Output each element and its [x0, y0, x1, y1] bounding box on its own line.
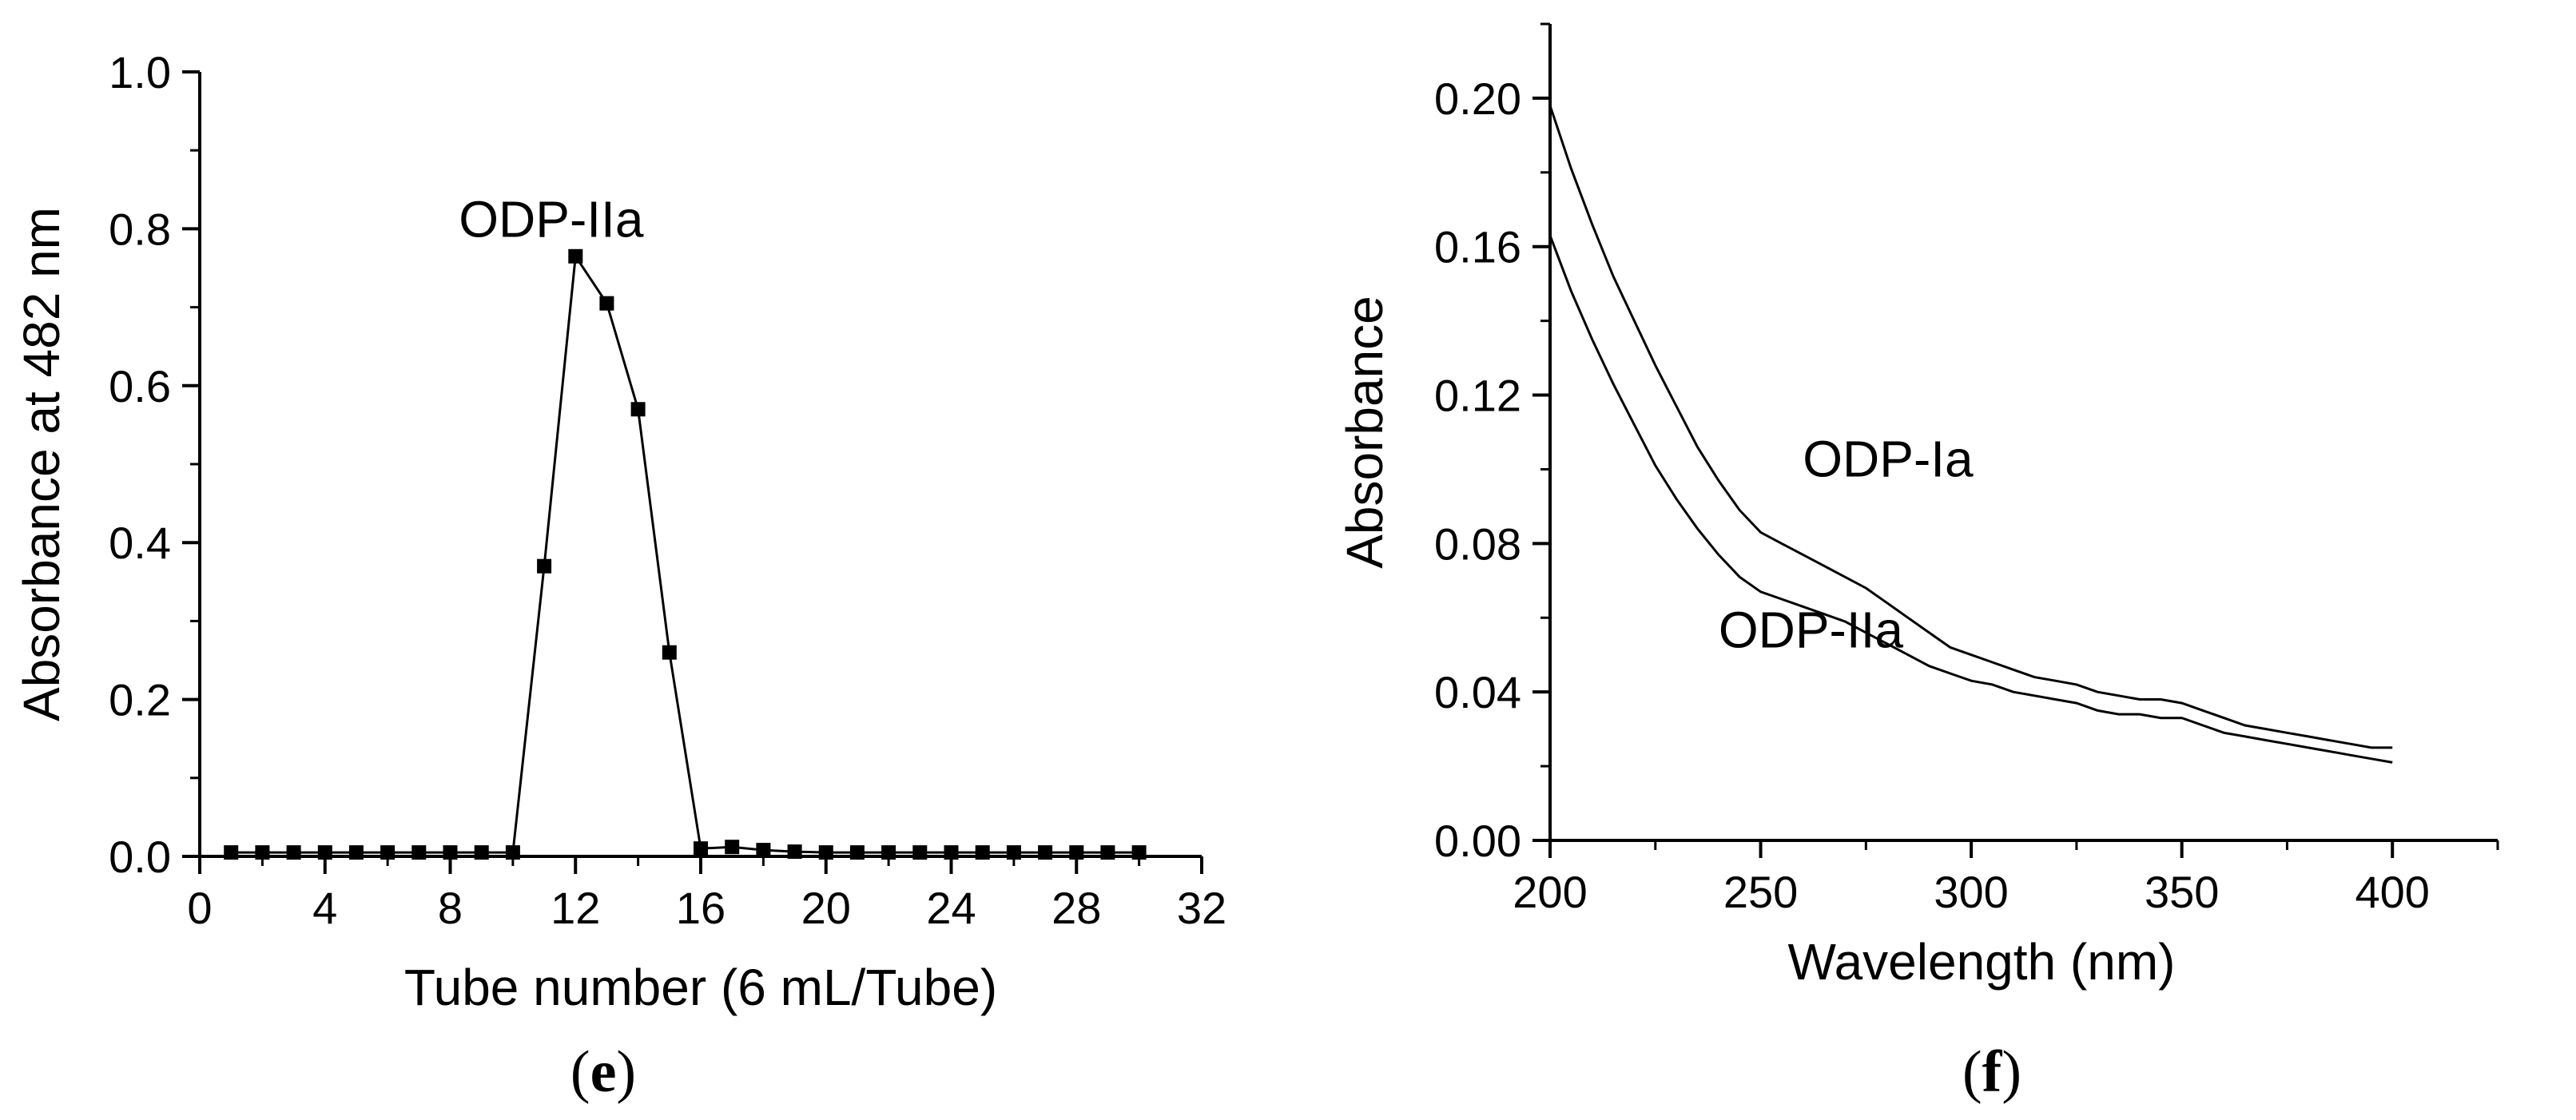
- chart-f-series-line-0: [1548, 105, 2393, 749]
- chart-f-panel-label: (f): [1962, 1039, 2021, 1105]
- chart-e-y-tick-label: 0.8: [109, 204, 171, 254]
- chart-f-y-tick-label: 0.08: [1434, 518, 1521, 569]
- chart-e-data-point: [411, 845, 427, 860]
- chart-e-data-point: [505, 845, 520, 860]
- chart-e-peak-annotation: ODP-IIa: [459, 190, 644, 248]
- chart-f-y-tick-label: 0.04: [1434, 667, 1521, 717]
- chart-f-series-line-1: [1548, 235, 2393, 764]
- chart-e-data-point: [537, 558, 552, 574]
- chart-e-panel-label: (e): [570, 1039, 636, 1105]
- chart-e-data-point: [224, 845, 239, 860]
- chart-e-x-tick-label: 0: [187, 883, 212, 933]
- chart-e-data-point: [443, 845, 458, 860]
- chart-e-data-point: [568, 248, 583, 264]
- chart-e-data-point: [1100, 845, 1115, 860]
- chart-f-y-tick-label: 0.00: [1434, 816, 1521, 866]
- chart-f-x-tick-label: 350: [2145, 867, 2219, 917]
- chart-e-data-point: [975, 845, 990, 860]
- chart-e-y-tick-label: 0.0: [109, 832, 171, 882]
- chart-e-x-tick-label: 16: [676, 883, 725, 933]
- chart-e-data-point: [725, 840, 740, 855]
- chart-e-x-axis-title: Tube number (6 mL/Tube): [404, 959, 997, 1016]
- chart-e-data-point: [849, 845, 865, 860]
- chart-f-y-axis-title: Absorbance: [1336, 296, 1393, 569]
- chart-f-ticks: 200 250 300 350 400 0.00 0.04 0.08 0.12 0.16 0.20: [1434, 22, 2499, 917]
- chart-e-ticks: 0 4 8 12 16 20 24 28 32 0.0 0.2 0.4 0.6 0.8 1.0: [109, 47, 1226, 933]
- chart-e-series-line: [231, 252, 1139, 854]
- chart-e-data-point: [756, 843, 771, 858]
- chart-e-data-point: [630, 402, 646, 417]
- chart-e-data-point: [380, 845, 396, 860]
- chart-e-data-point: [286, 845, 301, 860]
- chart-e-data-point: [1069, 845, 1084, 860]
- chart-panel-f: 200 250 300 350 4000.000.040.080.120.160.20 …: [1336, 22, 2499, 1105]
- chart-f-x-tick-label: 300: [1934, 867, 2008, 917]
- chart-e-data-point: [787, 844, 802, 860]
- chart-e-data-point: [255, 845, 270, 860]
- chart-e-data-point: [944, 845, 959, 860]
- chart-f-y-tick-label: 0.16: [1434, 222, 1521, 272]
- chart-e-y-tick-label: 0.2: [109, 675, 171, 725]
- chart-e-data-point: [1131, 845, 1147, 860]
- chart-f-axes: [1548, 24, 2498, 842]
- chart-e-data-point: [1006, 845, 1021, 860]
- chart-panel-e: 0 4 8 12 16 20 24 28 32 0.0 0.2 0.4 0.6 0.8 1.0 Tube n…: [13, 47, 1226, 1105]
- chart-e-y-tick-label: 1.0: [109, 47, 171, 97]
- chart-e-series: [224, 248, 1147, 860]
- chart-e-data-point: [881, 845, 896, 860]
- chart-f-x-tick-label: 200: [1513, 867, 1587, 917]
- chart-e-data-point: [1038, 845, 1053, 860]
- chart-e-data-point: [317, 845, 332, 860]
- chart-e-y-tick-label: 0.4: [109, 518, 171, 568]
- chart-f-x-tick-label: 250: [1723, 867, 1798, 917]
- chart-e-x-tick-label: 24: [926, 883, 976, 933]
- chart-e-data-point: [599, 296, 614, 311]
- chart-f-panel-letter: f: [1982, 1039, 2003, 1105]
- chart-f-x-axis-title: Wavelength (nm): [1788, 933, 2176, 991]
- chart-e-panel-letter: e: [590, 1039, 617, 1105]
- chart-e-x-tick-label: 20: [801, 883, 851, 933]
- chart-e-axes: [198, 72, 1202, 858]
- chart-e-data-point: [694, 841, 708, 856]
- chart-e-x-tick-label: 32: [1177, 883, 1226, 933]
- chart-f-y-tick-label: 0.20: [1434, 73, 1521, 124]
- chart-e-data-point: [662, 645, 677, 660]
- chart-f-series: [1548, 105, 2393, 764]
- chart-e-data-point: [474, 845, 489, 860]
- chart-f-series-label-odp-iia: ODP-IIa: [1719, 601, 1904, 658]
- chart-e-data-point: [818, 845, 833, 860]
- chart-e-y-tick-label: 0.6: [109, 361, 171, 411]
- chart-e-data-point: [348, 845, 364, 860]
- chart-e-data-point: [912, 845, 928, 860]
- chart-e-x-tick-label: 28: [1051, 883, 1101, 933]
- chart-f-y-tick-label: 0.12: [1434, 371, 1521, 421]
- chart-e-x-tick-label: 8: [438, 883, 463, 933]
- chart-e-x-tick-label: 4: [312, 883, 337, 933]
- chart-f-series-label-odp-ia: ODP-Ia: [1803, 431, 1974, 488]
- chart-e-x-tick-label: 12: [551, 883, 600, 933]
- chart-f-x-tick-label: 400: [2355, 867, 2430, 917]
- chart-e-y-axis-title: Absorbance at 482 nm: [13, 207, 70, 721]
